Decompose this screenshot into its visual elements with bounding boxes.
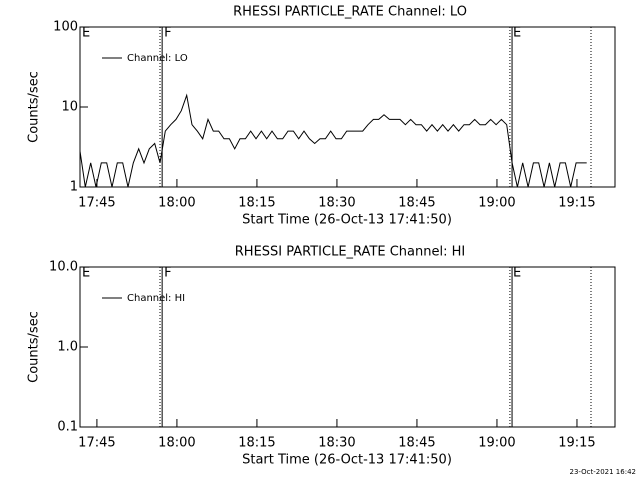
x-tick-label: 19:15: [558, 436, 595, 451]
x-tick-label: 17:45: [78, 196, 115, 211]
x-tick-label: 18:00: [158, 436, 195, 451]
y-tick-label: 1: [70, 180, 78, 195]
event-label: E: [513, 26, 521, 41]
y-tick-label: 10: [61, 100, 78, 115]
x-tick-label: 18:30: [318, 436, 355, 451]
y-axis-label: Counts/sec: [27, 311, 42, 383]
event-label: E: [82, 266, 90, 281]
x-tick-label: 18:45: [398, 436, 435, 451]
x-axis-label: Start Time (26-Oct-13 17:41:50): [242, 213, 452, 228]
x-tick-label: 19:15: [558, 196, 595, 211]
x-tick-label: 18:00: [158, 196, 195, 211]
x-tick-label: 17:45: [78, 436, 115, 451]
y-axis-label: Counts/sec: [27, 71, 42, 143]
y-tick-label: 100: [53, 20, 78, 35]
x-tick-label: 18:15: [238, 196, 275, 211]
x-tick-label: 19:00: [478, 196, 515, 211]
legend-label: Channel: LO: [127, 53, 188, 64]
event-label: F: [164, 26, 171, 41]
event-label: E: [82, 26, 90, 41]
x-tick-label: 19:00: [478, 436, 515, 451]
x-tick-label: 18:45: [398, 196, 435, 211]
x-axis-label: Start Time (26-Oct-13 17:41:50): [242, 453, 452, 468]
data-line: [79, 93, 587, 188]
chart-title: RHESSI PARTICLE_RATE Channel: HI: [235, 245, 465, 260]
y-tick-label: 0.1: [57, 420, 78, 435]
chart-title: RHESSI PARTICLE_RATE Channel: LO: [233, 5, 467, 20]
y-tick-label: 1.0: [57, 340, 78, 355]
event-label: E: [513, 266, 521, 281]
legend-label: Channel: HI: [127, 293, 185, 304]
x-tick-label: 18:15: [238, 436, 275, 451]
x-tick-label: 18:30: [318, 196, 355, 211]
footer-timestamp: 23-Oct-2021 16:42: [570, 468, 636, 476]
y-tick-label: 10.0: [49, 260, 78, 275]
event-label: F: [164, 266, 171, 281]
